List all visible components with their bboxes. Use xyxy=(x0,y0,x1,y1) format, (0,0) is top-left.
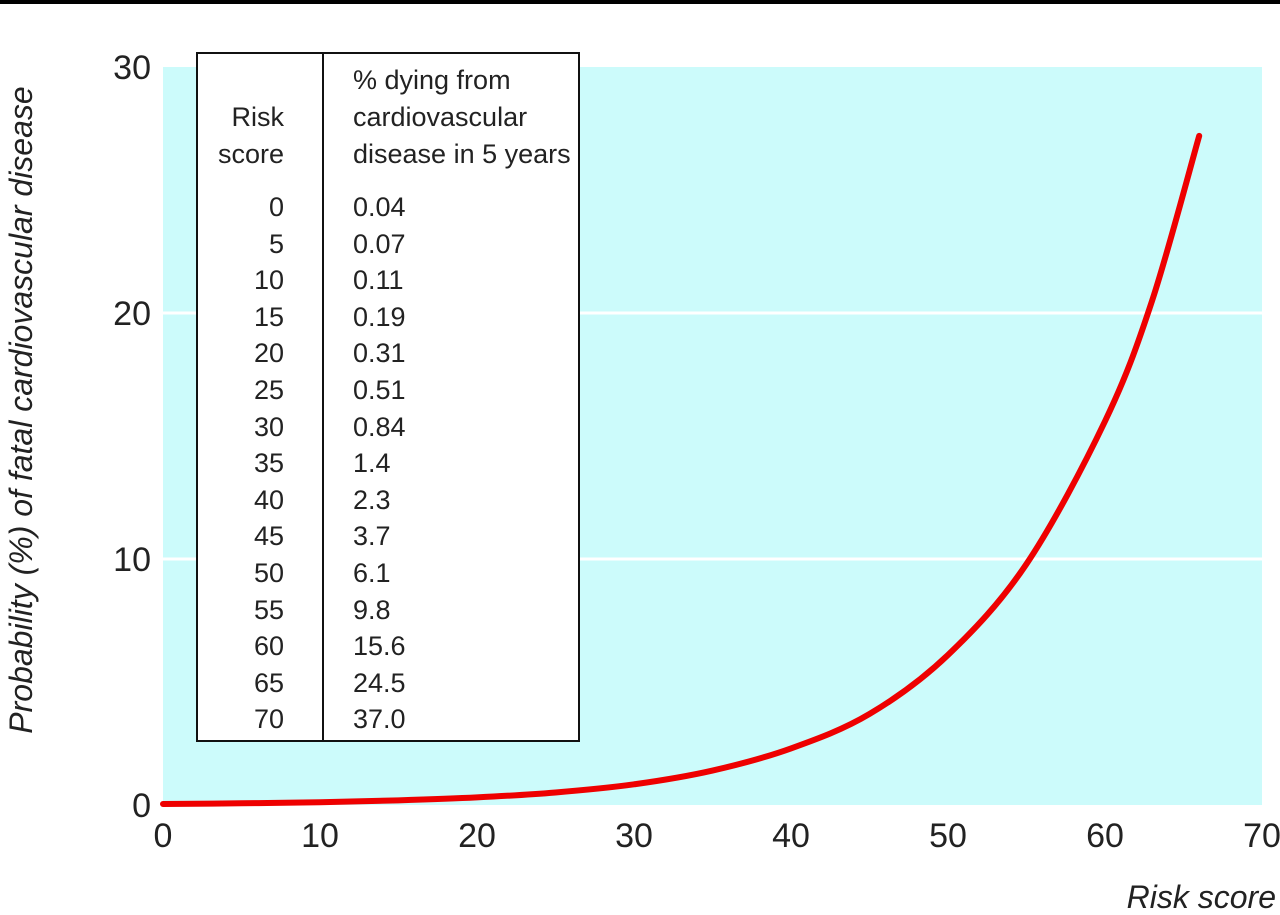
table-cell-score: 40 xyxy=(253,484,284,515)
table-cell-percent: 37.0 xyxy=(353,704,406,735)
table-body: 0 0.04 5 0.07 10 0.11 15 0.19 20 0.31 25 0.51 30 0.84… xyxy=(198,192,578,741)
table-header-score: Risk score xyxy=(217,102,284,169)
table-row: 25 0.51 xyxy=(198,375,578,412)
table-cell-score: 50 xyxy=(253,557,284,588)
table-row: 35 1.4 xyxy=(198,448,578,485)
y-tick-label: 20 xyxy=(113,295,151,333)
table-row: 50 6.1 xyxy=(198,558,578,595)
x-tick-label: 70 xyxy=(1243,817,1280,855)
x-tick-label: 10 xyxy=(301,817,339,855)
y-tick-label: 10 xyxy=(113,541,151,579)
table-cell-percent: 2.3 xyxy=(353,484,391,515)
table-header-percent: % dying from cardiovascular disease in 5… xyxy=(353,65,571,169)
table-cell-percent: 0.04 xyxy=(353,192,406,222)
table-row: 55 9.8 xyxy=(198,595,578,632)
x-tick-label: 40 xyxy=(772,817,810,855)
table-cell-percent: 1.4 xyxy=(353,448,391,479)
y-axis-title: Probability (%) of fatal cardiovascular … xyxy=(3,86,39,733)
table-cell-percent: 0.31 xyxy=(353,338,406,369)
y-tick-labels: 0 10 20 30 xyxy=(113,49,151,825)
table-cell-percent: 0.51 xyxy=(353,374,406,405)
table-row: 70 37.0 xyxy=(198,704,578,741)
table-cell-score: 15 xyxy=(253,301,284,332)
table-cell-percent: 0.84 xyxy=(353,411,406,442)
y-tick-label: 0 xyxy=(132,787,151,825)
risk-curve-line xyxy=(160,132,1203,808)
table-row: 30 0.84 xyxy=(198,412,578,449)
y-tick-label: 30 xyxy=(113,49,151,87)
table-cell-percent: 0.11 xyxy=(353,265,404,296)
x-tick-labels: 0 10 20 30 40 50 60 70 xyxy=(154,817,1280,855)
x-tick-label: 30 xyxy=(615,817,653,855)
table-cell-percent: 3.7 xyxy=(353,521,391,552)
table-cell-score: 70 xyxy=(253,704,284,735)
table-cell-score: 0 xyxy=(268,192,284,222)
table-row: 65 24.5 xyxy=(198,668,578,705)
table-cell-score: 45 xyxy=(253,521,284,552)
table-row: 40 2.3 xyxy=(198,485,578,522)
x-axis-title: Risk score xyxy=(1127,879,1276,915)
table-cell-percent: 9.8 xyxy=(353,594,391,625)
table-cell-score: 20 xyxy=(253,338,284,369)
table-cell-percent: 24.5 xyxy=(353,667,406,698)
table-cell-score: 60 xyxy=(253,631,284,662)
table-row: 10 0.11 xyxy=(198,265,578,302)
table-row: 5 0.07 xyxy=(198,229,578,266)
table-cell-score: 65 xyxy=(253,667,284,698)
table-row: 20 0.31 xyxy=(198,338,578,375)
table-row: 0 0.04 xyxy=(198,192,578,229)
x-tick-label: 20 xyxy=(458,817,496,855)
x-tick-label: 50 xyxy=(929,817,967,855)
x-tick-label: 60 xyxy=(1086,817,1124,855)
table-cell-score: 5 xyxy=(268,228,284,259)
table-cell-score: 55 xyxy=(253,594,284,625)
table-cell-score: 35 xyxy=(253,448,284,479)
table-cell-percent: 0.07 xyxy=(353,228,406,259)
table-divider xyxy=(322,54,324,740)
table-cell-score: 25 xyxy=(253,374,284,405)
table-row: 60 15.6 xyxy=(198,631,578,668)
table-cell-percent: 0.19 xyxy=(353,301,406,332)
table-cell-score: 10 xyxy=(253,265,284,296)
top-rule xyxy=(0,0,1280,4)
x-tick-label: 0 xyxy=(154,817,173,855)
table-cell-percent: 15.6 xyxy=(353,631,406,662)
table-cell-percent: 6.1 xyxy=(353,557,391,588)
table-row: 15 0.19 xyxy=(198,302,578,339)
table-row: 45 3.7 xyxy=(198,521,578,558)
risk-table-inset: Risk score % dying from cardiovascular d… xyxy=(196,52,580,742)
table-cell-score: 30 xyxy=(253,411,284,442)
